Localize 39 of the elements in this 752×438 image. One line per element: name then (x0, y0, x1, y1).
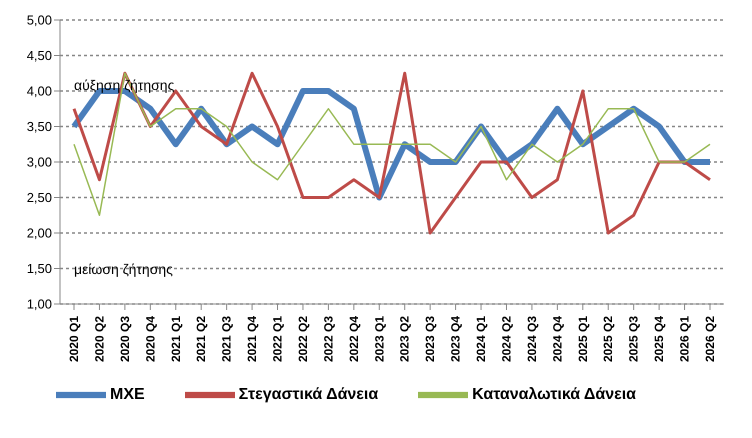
x-tick-label: 2022 Q2 (296, 316, 310, 362)
y-tick-label: 1,50 (26, 261, 52, 276)
legend-label: Καταναλωτικά Δάνεια (472, 386, 636, 404)
y-tick-label: 4,00 (26, 84, 52, 99)
x-tick-label: 2024 Q4 (550, 316, 564, 362)
legend-label: ΜΧΕ (110, 386, 145, 404)
x-tick-label: 2020 Q1 (67, 316, 81, 362)
x-tick-label: 2023 Q4 (448, 316, 463, 362)
y-tick-label: 4,50 (26, 48, 52, 64)
x-tick-label: 2023 Q1 (372, 316, 386, 362)
x-tick-label: 2020 Q3 (118, 316, 132, 362)
x-tick-label: 2025 Q4 (652, 316, 666, 362)
x-tick-label: 2022 Q4 (346, 316, 361, 362)
x-tick-label: 2026 Q1 (678, 316, 692, 362)
x-tick-label: 2024 Q3 (524, 316, 539, 362)
x-tick-label: 2025 Q1 (576, 316, 590, 362)
y-tick-label: 1,00 (26, 296, 52, 312)
x-tick-label: 2023 Q2 (398, 316, 412, 362)
legend-label: Στεγαστικά Δάνεια (238, 386, 378, 404)
x-tick-label: 2025 Q3 (626, 316, 641, 362)
x-tick-label: 2023 Q3 (423, 316, 438, 362)
x-tick-label: 2025 Q2 (601, 316, 616, 362)
x-tick-label: 2021 Q3 (220, 316, 234, 362)
x-tick-label: 2022 Q3 (321, 316, 336, 362)
y-tick-label: 3,50 (26, 119, 52, 134)
x-tick-label: 2026 Q2 (703, 316, 717, 362)
y-tick-label: 2,50 (26, 190, 52, 206)
y-tick-label: 3,00 (26, 154, 52, 170)
annotation: μείωση ζήτησης (74, 260, 173, 277)
x-tick-label: 2020 Q4 (143, 316, 158, 362)
y-tick-label: 5,00 (26, 12, 52, 28)
x-tick-label: 2021 Q2 (194, 316, 208, 362)
x-tick-label: 2024 Q1 (474, 316, 488, 362)
y-tick-label: 2,00 (26, 226, 52, 241)
x-tick-label: 2021 Q4 (245, 316, 260, 362)
x-tick-label: 2024 Q2 (499, 316, 514, 362)
x-tick-label: 2021 Q1 (168, 316, 183, 362)
x-tick-label: 2020 Q2 (92, 316, 106, 362)
x-tick-label: 2022 Q1 (270, 316, 285, 362)
